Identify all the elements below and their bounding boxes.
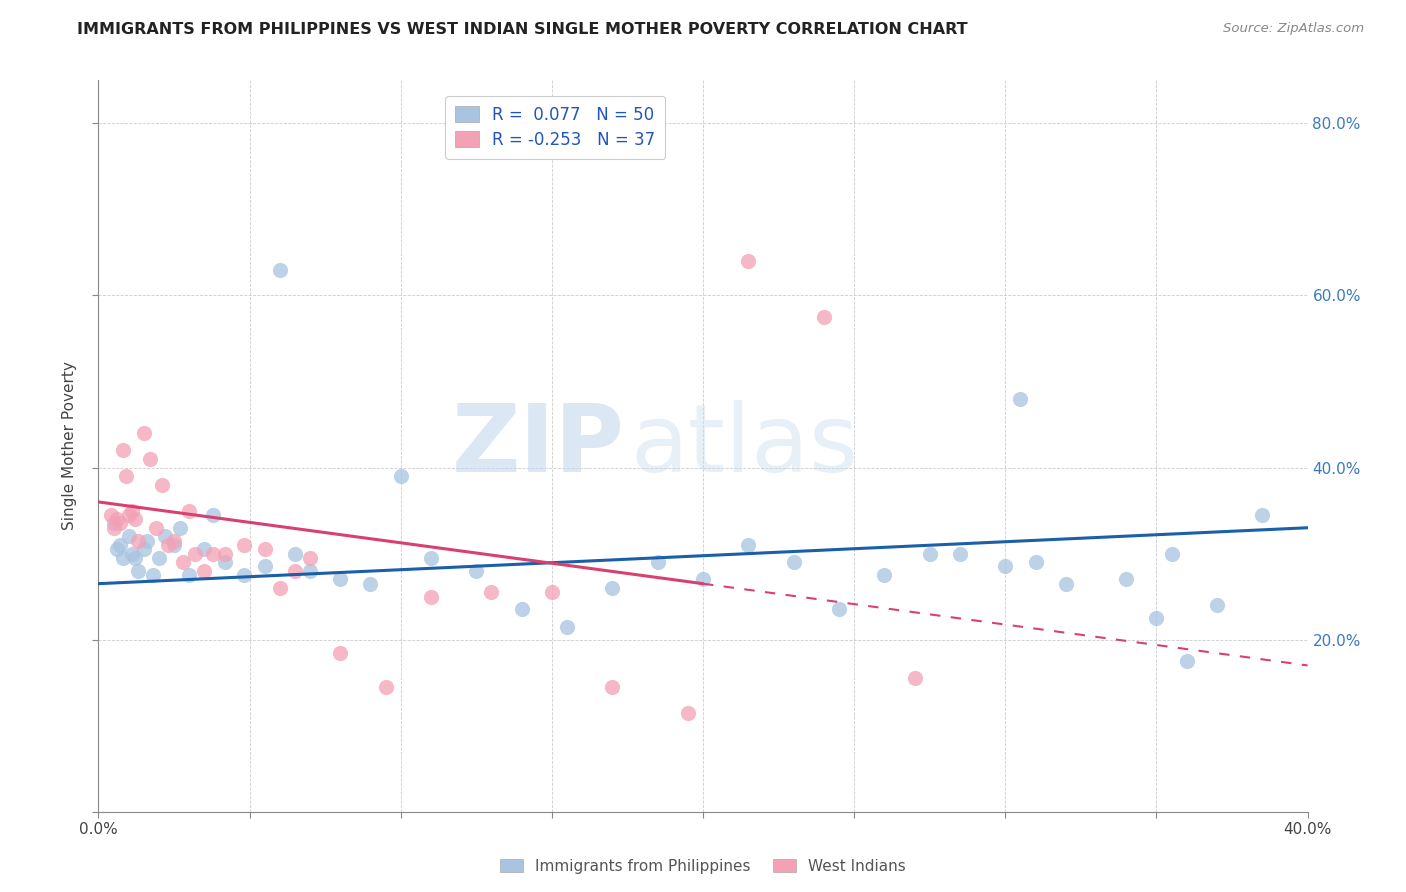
- Point: [150, 477, 173, 491]
- Point: [124, 550, 146, 565]
- Point: [132, 542, 155, 557]
- Point: [139, 451, 162, 466]
- Point: [299, 564, 322, 578]
- Text: IMMIGRANTS FROM PHILIPPINES VS WEST INDIAN SINGLE MOTHER POVERTY CORRELATION CHA: IMMIGRANTS FROM PHILIPPINES VS WEST INDI…: [77, 22, 967, 37]
- Text: atlas: atlas: [630, 400, 859, 492]
- Point: [184, 547, 207, 561]
- Point: [142, 568, 165, 582]
- Point: [127, 533, 149, 548]
- Point: [329, 646, 352, 660]
- Point: [118, 529, 141, 543]
- Point: [374, 680, 396, 694]
- Point: [163, 533, 186, 548]
- Point: [1024, 555, 1046, 569]
- Legend: R =  0.077   N = 50, R = -0.253   N = 37: R = 0.077 N = 50, R = -0.253 N = 37: [446, 96, 665, 159]
- Point: [193, 564, 215, 578]
- Point: [389, 469, 412, 483]
- Point: [269, 262, 291, 277]
- Point: [132, 426, 155, 441]
- Text: Source: ZipAtlas.com: Source: ZipAtlas.com: [1223, 22, 1364, 36]
- Point: [1206, 598, 1229, 612]
- Point: [420, 550, 443, 565]
- Point: [737, 254, 759, 268]
- Point: [873, 568, 896, 582]
- Point: [420, 590, 443, 604]
- Point: [783, 555, 806, 569]
- Point: [1251, 508, 1274, 522]
- Point: [105, 542, 128, 557]
- Point: [1144, 611, 1167, 625]
- Point: [647, 555, 669, 569]
- Point: [124, 512, 146, 526]
- Point: [904, 671, 927, 685]
- Point: [105, 512, 128, 526]
- Point: [202, 547, 225, 561]
- Point: [284, 547, 307, 561]
- Point: [1115, 573, 1137, 587]
- Point: [1054, 576, 1077, 591]
- Legend: Immigrants from Philippines, West Indians: Immigrants from Philippines, West Indian…: [494, 853, 912, 880]
- Point: [232, 568, 254, 582]
- Point: [994, 559, 1017, 574]
- Text: ZIP: ZIP: [451, 400, 624, 492]
- Point: [602, 680, 624, 694]
- Point: [214, 555, 236, 569]
- Point: [114, 469, 136, 483]
- Point: [214, 547, 236, 561]
- Point: [108, 538, 131, 552]
- Point: [172, 555, 194, 569]
- Point: [949, 547, 972, 561]
- Point: [813, 310, 835, 324]
- Point: [232, 538, 254, 552]
- Point: [676, 706, 699, 720]
- Point: [148, 550, 170, 565]
- Point: [108, 516, 131, 531]
- Point: [135, 533, 157, 548]
- Point: [179, 503, 201, 517]
- Point: [555, 620, 578, 634]
- Point: [1160, 547, 1182, 561]
- Point: [540, 585, 562, 599]
- Point: [169, 521, 191, 535]
- Point: [156, 538, 179, 552]
- Point: [269, 581, 291, 595]
- Point: [253, 542, 276, 557]
- Point: [179, 568, 201, 582]
- Point: [202, 508, 225, 522]
- Point: [100, 508, 122, 522]
- Point: [1010, 392, 1032, 406]
- Point: [602, 581, 624, 595]
- Point: [737, 538, 759, 552]
- Point: [510, 602, 533, 616]
- Point: [329, 573, 352, 587]
- Point: [465, 564, 488, 578]
- Point: [121, 547, 143, 561]
- Point: [163, 538, 186, 552]
- Point: [193, 542, 215, 557]
- Point: [1175, 654, 1198, 668]
- Point: [481, 585, 503, 599]
- Point: [253, 559, 276, 574]
- Point: [828, 602, 851, 616]
- Point: [103, 516, 125, 531]
- Point: [118, 508, 141, 522]
- Point: [918, 547, 941, 561]
- Y-axis label: Single Mother Poverty: Single Mother Poverty: [62, 361, 77, 531]
- Point: [284, 564, 307, 578]
- Point: [111, 550, 134, 565]
- Point: [299, 550, 322, 565]
- Point: [121, 503, 143, 517]
- Point: [145, 521, 167, 535]
- Point: [111, 443, 134, 458]
- Point: [127, 564, 149, 578]
- Point: [692, 573, 714, 587]
- Point: [103, 521, 125, 535]
- Point: [153, 529, 176, 543]
- Point: [360, 576, 382, 591]
